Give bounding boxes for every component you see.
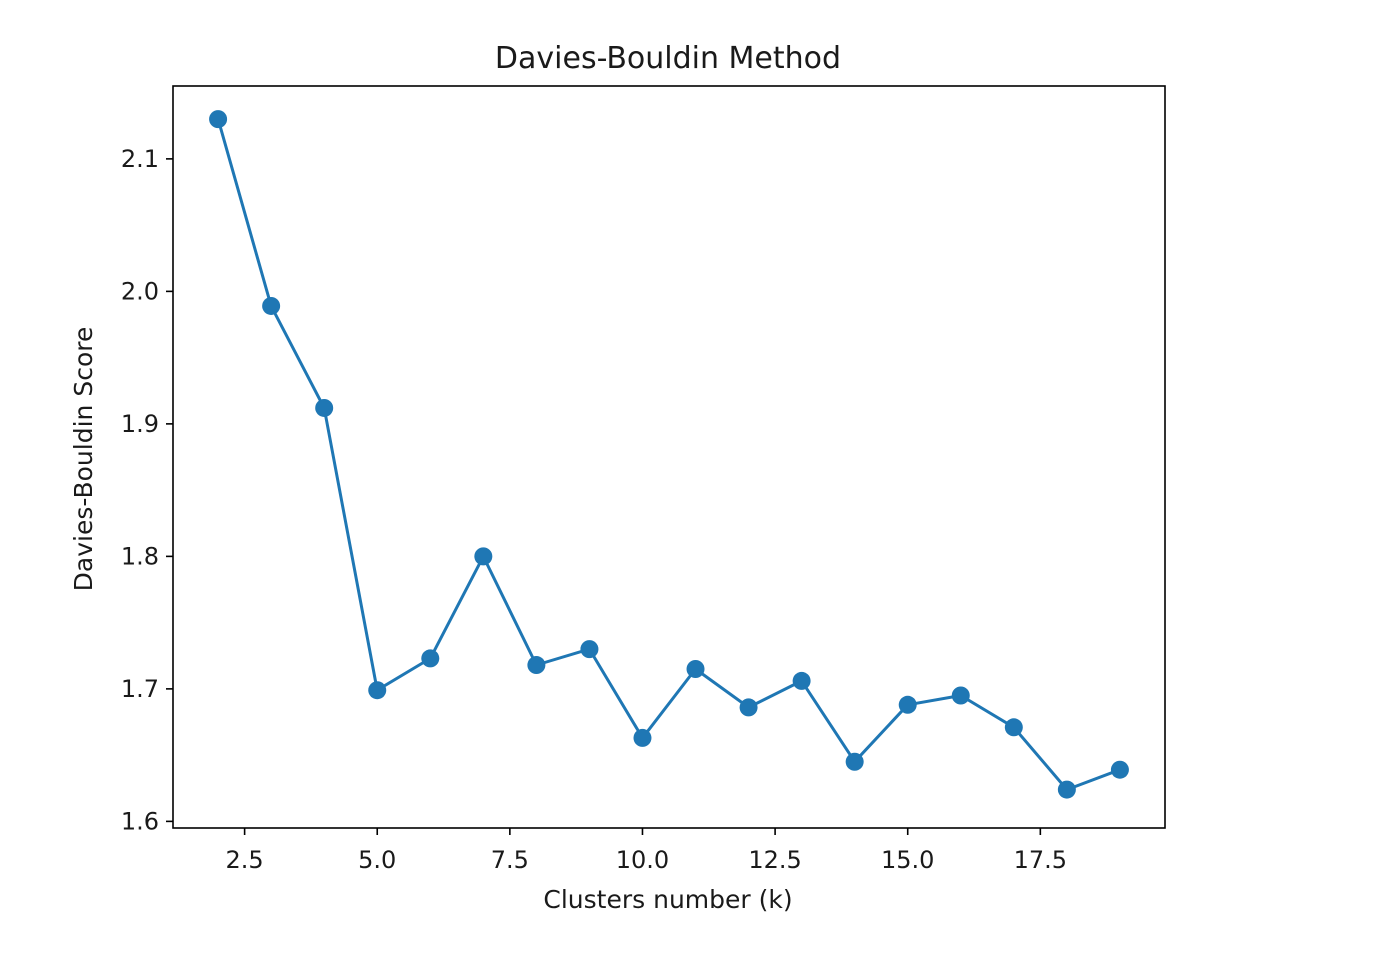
data-point bbox=[1057, 780, 1076, 799]
x-tick-label: 17.5 bbox=[1014, 846, 1067, 874]
data-point bbox=[209, 110, 228, 129]
x-tick-label: 10.0 bbox=[616, 846, 669, 874]
data-point bbox=[951, 686, 970, 705]
y-tick-label: 2.1 bbox=[121, 145, 159, 173]
data-point bbox=[845, 752, 864, 771]
x-tick-label: 12.5 bbox=[748, 846, 801, 874]
data-point bbox=[686, 660, 705, 678]
data-point bbox=[262, 296, 281, 315]
y-axis-label: Davies-Bouldin Score bbox=[69, 327, 98, 592]
data-point bbox=[474, 547, 493, 566]
plot-area: 2.5 5.0 7.5 10.0 12.5 15.0 17.5 1.6 1.7 1.8 1.9 2.0… bbox=[121, 85, 1166, 874]
data-point bbox=[1110, 760, 1129, 779]
plot-frame bbox=[172, 85, 1166, 829]
series-line bbox=[216, 118, 1121, 792]
data-point bbox=[792, 671, 811, 690]
x-tick-label: 15.0 bbox=[881, 846, 934, 874]
y-tick-label: 1.9 bbox=[121, 410, 159, 438]
data-point bbox=[527, 656, 546, 675]
data-point bbox=[898, 695, 917, 714]
data-point bbox=[739, 698, 758, 717]
data-point bbox=[315, 398, 334, 417]
x-axis-label: Clusters number (k) bbox=[543, 885, 792, 914]
data-point bbox=[368, 681, 387, 700]
x-tick-label: 2.5 bbox=[226, 846, 264, 874]
data-point bbox=[1004, 718, 1023, 737]
chart-title: Davies-Bouldin Method bbox=[495, 41, 841, 76]
y-tick-label: 1.8 bbox=[121, 542, 159, 570]
data-point bbox=[633, 728, 652, 747]
y-tick-label: 1.7 bbox=[121, 675, 159, 703]
y-tick-label: 2.0 bbox=[121, 277, 159, 305]
x-tick-label: 7.5 bbox=[491, 846, 529, 874]
data-point bbox=[580, 640, 599, 659]
y-tick-label: 1.6 bbox=[121, 807, 159, 835]
x-tick-label: 5.0 bbox=[358, 846, 396, 874]
data-point bbox=[421, 649, 440, 668]
